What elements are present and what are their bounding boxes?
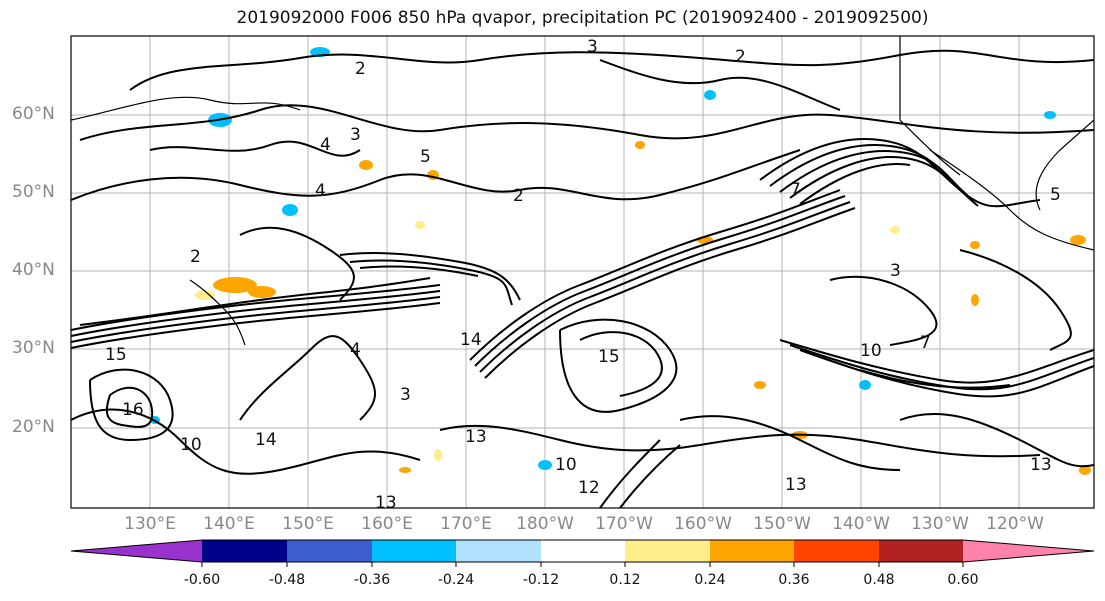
colorbar-segment — [372, 540, 456, 562]
contour-label: 7 — [790, 180, 801, 200]
colorbar-segment — [541, 540, 625, 562]
colorbar-segment — [794, 540, 879, 562]
contour-label: 2 — [190, 247, 201, 267]
lat-label: 20°N — [12, 417, 55, 437]
contour-label: 10 — [555, 455, 577, 475]
contour-label: 10 — [860, 341, 882, 361]
contour-label: 5 — [1050, 185, 1061, 205]
lon-label: 150°E — [282, 514, 334, 534]
colorbar-segment — [625, 540, 710, 562]
contour-label: 13 — [785, 475, 807, 495]
colorbar-extend-high — [963, 540, 1094, 562]
colorbar-segment — [710, 540, 794, 562]
colorbar-extend-low — [71, 540, 202, 562]
lon-label: 180°W — [516, 514, 574, 534]
gridlines — [71, 36, 1094, 508]
colorbar-segment — [456, 540, 541, 562]
lon-label: 160°W — [674, 514, 732, 534]
lon-label: 120°W — [986, 514, 1044, 534]
qvapor-contours — [71, 49, 1094, 508]
lon-label: 140°E — [203, 514, 255, 534]
contour-label: 4 — [320, 135, 331, 155]
contour-label: 13 — [1030, 455, 1052, 475]
lat-label: 40°N — [12, 260, 55, 280]
colorbar-tick-label: 0.24 — [694, 572, 726, 588]
colorbar-tick-label: 0.36 — [778, 572, 810, 588]
lon-label: 170°E — [440, 514, 492, 534]
colorbar-segment — [202, 540, 287, 562]
contour-label: 15 — [105, 345, 127, 365]
contour-label: 13 — [375, 493, 397, 513]
colorbar-tick-label: 0.12 — [609, 572, 641, 588]
contour-label: 7 — [920, 333, 931, 353]
colorbar-tick-label: -0.60 — [183, 572, 221, 588]
colorbar-tick-label: -0.12 — [522, 572, 560, 588]
contour-label: 15 — [598, 347, 620, 367]
colorbar-tick-label: -0.48 — [268, 572, 306, 588]
colorbar-tick-label: 0.60 — [947, 572, 979, 588]
contour-label: 2 — [735, 47, 746, 67]
lon-label: 140°W — [832, 514, 890, 534]
map-panel: 2 2 2 2 3 3 3 3 4 4 4 5 5 7 7 10 10 10 1… — [71, 36, 1094, 513]
map-title: 2019092000 F006 850 hPa qvapor, precipit… — [236, 8, 929, 28]
contour-label: 3 — [350, 125, 361, 145]
contour-label: 3 — [400, 385, 411, 405]
coastlines — [71, 36, 1094, 346]
contour-label: 4 — [350, 340, 361, 360]
contour-label: 3 — [890, 261, 901, 281]
contour-label: 12 — [578, 478, 600, 498]
lon-label: 130°E — [124, 514, 176, 534]
lat-label: 30°N — [12, 338, 55, 358]
contour-label-group: 2 2 2 2 3 3 3 3 4 4 4 5 5 7 7 10 10 10 1… — [105, 37, 1061, 513]
colorbar-segment — [879, 540, 963, 562]
lon-label: 160°E — [361, 514, 413, 534]
lon-label: 130°W — [911, 514, 969, 534]
contour-label: 2 — [513, 186, 524, 206]
contour-label: 4 — [315, 181, 326, 201]
contour-label: 5 — [420, 147, 431, 167]
lon-label: 150°W — [753, 514, 811, 534]
contour-label: 16 — [122, 400, 144, 420]
colorbar-tick-label: -0.24 — [437, 572, 475, 588]
contour-label: 3 — [587, 37, 598, 57]
map-frame — [70, 35, 1095, 509]
contour-label: 14 — [255, 430, 277, 450]
contour-label: 13 — [465, 427, 487, 447]
colorbar-tick-label: 0.48 — [863, 572, 895, 588]
contour-label: 10 — [180, 435, 202, 455]
lon-label: 170°W — [595, 514, 653, 534]
contour-label: 14 — [460, 330, 482, 350]
colorbar-tick-label: -0.36 — [353, 572, 391, 588]
lat-label: 60°N — [12, 104, 55, 124]
contour-label: 2 — [355, 59, 366, 79]
colorbar-segment — [287, 540, 372, 562]
colorbar — [70, 539, 1095, 567]
lat-label: 50°N — [12, 182, 55, 202]
